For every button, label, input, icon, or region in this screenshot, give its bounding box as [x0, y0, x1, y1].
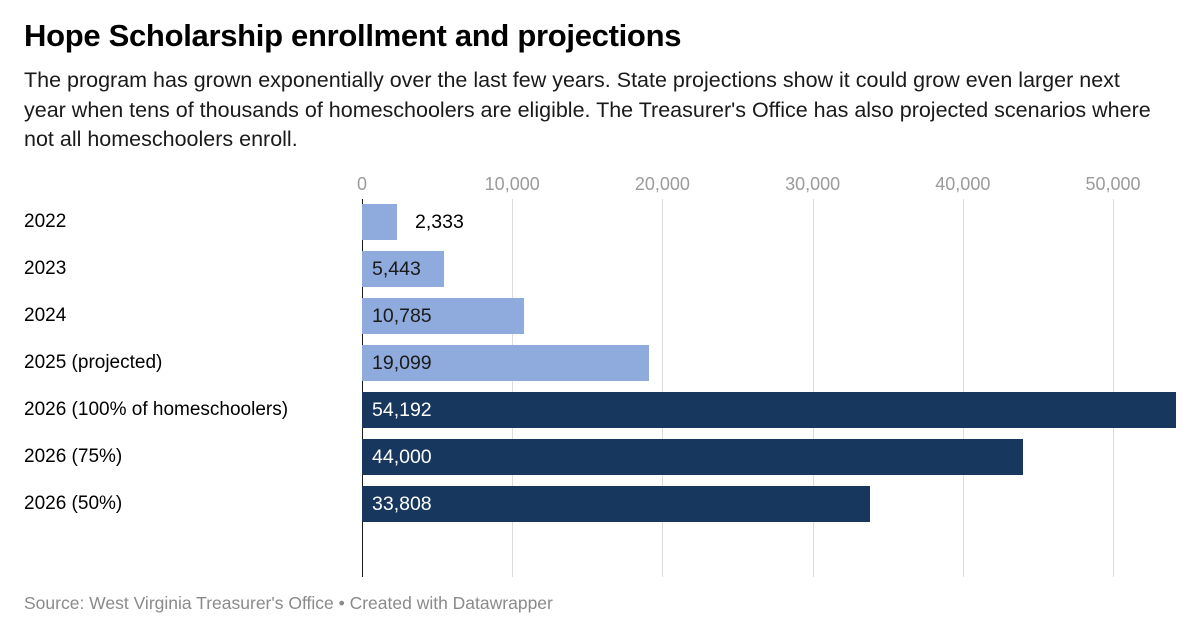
bar: [362, 204, 398, 241]
bar-row: 19,099: [362, 340, 1176, 387]
gridline: [1113, 198, 1115, 577]
x-tick-label: 50,000: [1085, 173, 1141, 194]
bar-value-label: 19,099: [372, 351, 432, 374]
gridlines: [362, 198, 1176, 577]
chart-title: Hope Scholarship enrollment and projecti…: [24, 18, 682, 53]
bar-value-label: 54,192: [372, 398, 432, 421]
x-tick-label: 0: [356, 173, 368, 194]
zero-axis-line: [362, 198, 363, 577]
category-label: 2026 (100% of homeschoolers): [24, 399, 289, 421]
bar-row: 54,192: [362, 387, 1176, 434]
x-tick-label: 30,000: [785, 173, 841, 194]
bar-rows: 2,333 5,443 10,785 19,099 54,192 44,000 33,808: [362, 199, 1176, 528]
bar-chart: 0 10,000 20,000 30,000 40,000 50,000 2022 2023…: [24, 171, 1176, 583]
axis-label-spacer: [24, 171, 362, 199]
gridline: [512, 198, 514, 577]
category-label: 2023: [24, 258, 67, 280]
bar: 44,000: [362, 439, 1023, 476]
bar-value-label: 33,808: [372, 492, 432, 515]
category-label: 2026 (75%): [24, 446, 123, 468]
category-label: 2024: [24, 305, 67, 327]
bar: 19,099: [362, 345, 649, 382]
bar-row: 5,443: [362, 246, 1176, 293]
chart-body: 2022 2023 2024 2025 (projected) 2026 (100% o…: [24, 198, 1176, 583]
category-labels: 2022 2023 2024 2025 (projected) 2026 (100% o…: [24, 199, 362, 583]
bar-value-label: 44,000: [372, 445, 432, 468]
bar: 54,192: [362, 392, 1176, 429]
x-tick-label: 10,000: [484, 173, 540, 194]
bar-row: 2,333: [362, 199, 1176, 246]
gridline: [662, 198, 664, 577]
gridline: [962, 198, 964, 577]
bar: 5,443: [362, 251, 444, 288]
category-label: 2025 (projected): [24, 352, 163, 374]
x-axis: 0 10,000 20,000 30,000 40,000 50,000: [357, 171, 1176, 199]
plot-area: 2,333 5,443 10,785 19,099 54,192 44,000 33,808: [362, 198, 1176, 583]
x-axis-row: 0 10,000 20,000 30,000 40,000 50,000: [24, 171, 1176, 199]
bar: 10,785: [362, 298, 524, 335]
x-tick-label: 40,000: [935, 173, 991, 194]
category-label: 2022: [24, 211, 67, 233]
bar-value-label: 10,785: [372, 304, 432, 327]
x-tick-label: 20,000: [634, 173, 690, 194]
bar-value-label: 5,443: [372, 257, 421, 280]
bar: 33,808: [362, 486, 870, 523]
bar-value-label: 2,333: [406, 206, 473, 238]
source-attribution: Source: West Virginia Treasurer's Office…: [24, 593, 553, 613]
gridline: [812, 198, 814, 577]
bar-row: 10,785: [362, 293, 1176, 340]
chart-description: The program has grown exponentially over…: [24, 68, 1151, 152]
category-label: 2026 (50%): [24, 493, 123, 515]
bar-row: 44,000: [362, 434, 1176, 481]
bar-row: 33,808: [362, 481, 1176, 528]
